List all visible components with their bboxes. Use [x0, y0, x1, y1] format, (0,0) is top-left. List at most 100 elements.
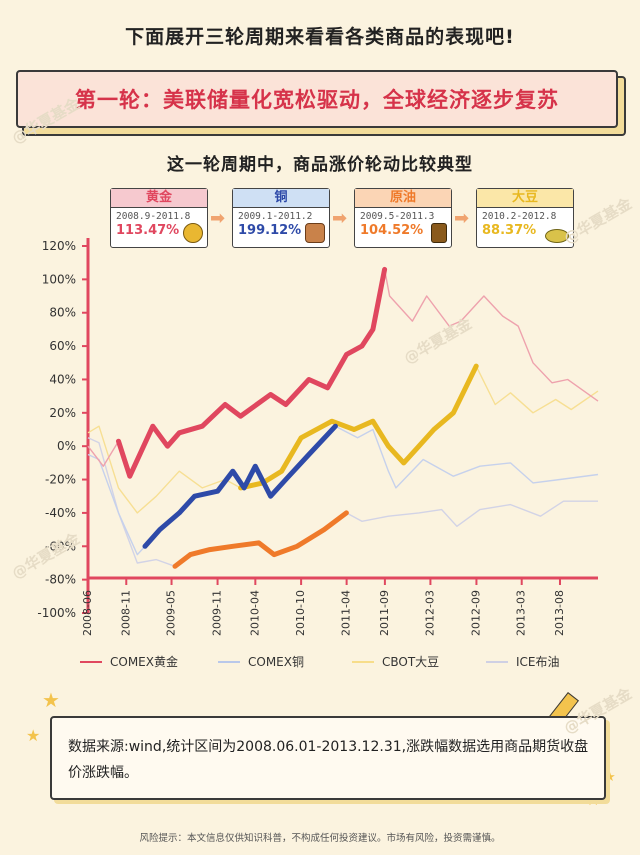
- legend-swatch-copper: [218, 660, 240, 663]
- card-gold-range: 2008.9-2011.8: [116, 211, 191, 222]
- card-oil: 原油 2009.5-2011.3 104.52%: [354, 188, 452, 248]
- card-oil-name: 原油: [355, 189, 451, 208]
- x-tick-label: 2012-09: [469, 590, 482, 636]
- data-point-ICE布油: [230, 544, 235, 549]
- data-point-COMEX铜: [192, 494, 197, 499]
- x-tick-label: 2012-03: [423, 590, 436, 636]
- y-tick-label: 0%: [57, 439, 76, 453]
- arrow-right-icon: ➡: [210, 208, 226, 229]
- data-point-COMEX铜: [241, 485, 247, 491]
- legend-label-soybean: CBOT大豆: [382, 655, 440, 669]
- card-soybean-name: 大豆: [477, 189, 573, 208]
- data-point-CBOT大豆: [451, 410, 456, 415]
- data-point-ICE布油: [207, 547, 212, 552]
- arrow-right-icon: ➡: [332, 208, 348, 229]
- card-oil-range: 2009.5-2011.3: [360, 211, 435, 222]
- data-point-CBOT大豆: [329, 419, 335, 424]
- y-tick-label: 40%: [49, 372, 76, 386]
- data-point-COMEX黄金: [268, 392, 273, 397]
- data-point-CBOT大豆: [431, 427, 437, 432]
- data-point-CBOT大豆: [474, 363, 479, 369]
- legend-label-gold: COMEX黄金: [110, 655, 178, 669]
- data-point-COMEX铜: [268, 494, 273, 499]
- card-soybean-pct: 88.37%: [482, 223, 537, 238]
- data-point-COMEX黄金: [382, 267, 387, 272]
- commodity-line-chart: 120% 100% 80% 60% 40% 20% 0% -20% -40% -60% -80% -1…: [37, 238, 599, 636]
- star-icon: ★: [42, 688, 60, 712]
- data-point-ICE布油: [294, 544, 300, 549]
- risk-disclaimer: 风险提示：本文信息仅供知识科普，不构成任何投资建议。市场有风险，投资需谨慎。: [139, 833, 501, 844]
- y-tick-label: -40%: [45, 506, 76, 520]
- data-point-COMEX黄金: [165, 444, 170, 449]
- data-point-CBOT大豆: [416, 444, 422, 449]
- y-tick-label: 120%: [42, 239, 76, 253]
- legend-item-copper: COMEX铜: [218, 653, 304, 670]
- data-point-COMEX铜: [283, 477, 288, 482]
- data-point-COMEX黄金: [177, 430, 182, 435]
- section-subtitle: 这一轮周期中，商品涨价轮动比较典型: [167, 155, 473, 175]
- legend-label-oil: ICE布油: [516, 655, 560, 669]
- data-point-COMEX黄金: [116, 439, 121, 444]
- y-tick-label: 80%: [49, 306, 76, 320]
- intro-heading: 下面展开三轮周期来看看各类商品的表现吧!: [125, 26, 515, 48]
- data-point-ICE布油: [321, 527, 327, 532]
- copper-coil-icon: [305, 223, 325, 243]
- data-point-COMEX黄金: [150, 424, 155, 429]
- data-point-COMEX黄金: [306, 377, 312, 382]
- card-copper-name: 铜: [233, 189, 329, 208]
- source-note-box: 数据来源:wind,统计区间为2008.06.01-2013.12.31,涨跌幅…: [50, 716, 606, 800]
- data-point-ICE布油: [172, 564, 178, 569]
- data-point-CBOT大豆: [298, 435, 304, 440]
- x-tick-label: 2008-11: [119, 590, 132, 636]
- legend-swatch-oil: [486, 660, 508, 663]
- gold-coin-icon: [183, 223, 203, 243]
- data-point-COMEX黄金: [238, 414, 243, 419]
- oil-barrel-icon: [431, 223, 447, 243]
- y-tick-label: -60%: [45, 539, 76, 553]
- data-point-COMEX铜: [306, 452, 312, 457]
- x-tick-label: 2009-11: [211, 590, 224, 636]
- card-copper-pct: 199.12%: [238, 223, 302, 238]
- legend-swatch-gold: [80, 660, 102, 663]
- card-gold-name: 黄金: [111, 189, 207, 208]
- data-point-COMEX黄金: [283, 402, 288, 407]
- data-point-COMEX铜: [253, 464, 258, 469]
- data-point-ICE布油: [188, 552, 193, 557]
- data-point-COMEX黄金: [200, 424, 205, 429]
- data-point-COMEX铜: [177, 510, 182, 516]
- x-tick-label: 2010-10: [294, 590, 307, 636]
- card-gold-pct: 113.47%: [116, 223, 180, 238]
- data-point-COMEX铜: [333, 424, 338, 429]
- legend-item-soybean: CBOT大豆: [352, 653, 439, 670]
- x-tick-label: 2009-05: [165, 590, 178, 636]
- legend-item-oil: ICE布油: [486, 653, 560, 670]
- data-point-ICE布油: [271, 552, 277, 557]
- data-point-COMEX黄金: [344, 352, 349, 357]
- round-banner: 第一轮：美联储量化宽松驱动，全球经济逐步复苏: [16, 70, 626, 136]
- data-point-CBOT大豆: [370, 419, 376, 424]
- soybean-icon: [545, 229, 569, 243]
- data-point-CBOT大豆: [279, 469, 284, 474]
- chart-legend: COMEX黄金 COMEX铜 CBOT大豆 ICE布油: [70, 653, 630, 673]
- legend-item-gold: COMEX黄金: [80, 653, 178, 670]
- y-tick-label: -20%: [45, 473, 76, 487]
- arrow-right-icon: ➡: [454, 208, 470, 229]
- data-point-ICE布油: [344, 510, 349, 516]
- x-tick-label: 2013-08: [553, 590, 566, 636]
- x-tick-label: 2011-09: [378, 590, 391, 636]
- data-point-CBOT大豆: [386, 444, 391, 449]
- x-tick-label: 2008-06: [81, 590, 94, 636]
- data-point-CBOT大豆: [401, 460, 406, 466]
- data-point-COMEX黄金: [370, 327, 376, 332]
- data-point-COMEX铜: [142, 544, 148, 549]
- series-highlight-COMEX铜: [142, 423, 338, 549]
- data-point-COMEX铜: [157, 527, 162, 532]
- y-tick-label: -100%: [37, 606, 76, 620]
- card-oil-pct: 104.52%: [360, 223, 424, 238]
- data-point-COMEX铜: [215, 489, 220, 494]
- card-soybean: 大豆 2010.2-2012.8 88.37%: [476, 188, 574, 248]
- card-copper-range: 2009.1-2011.2: [238, 211, 313, 222]
- data-point-ICE布油: [256, 540, 261, 546]
- y-tick-label: -80%: [45, 573, 76, 587]
